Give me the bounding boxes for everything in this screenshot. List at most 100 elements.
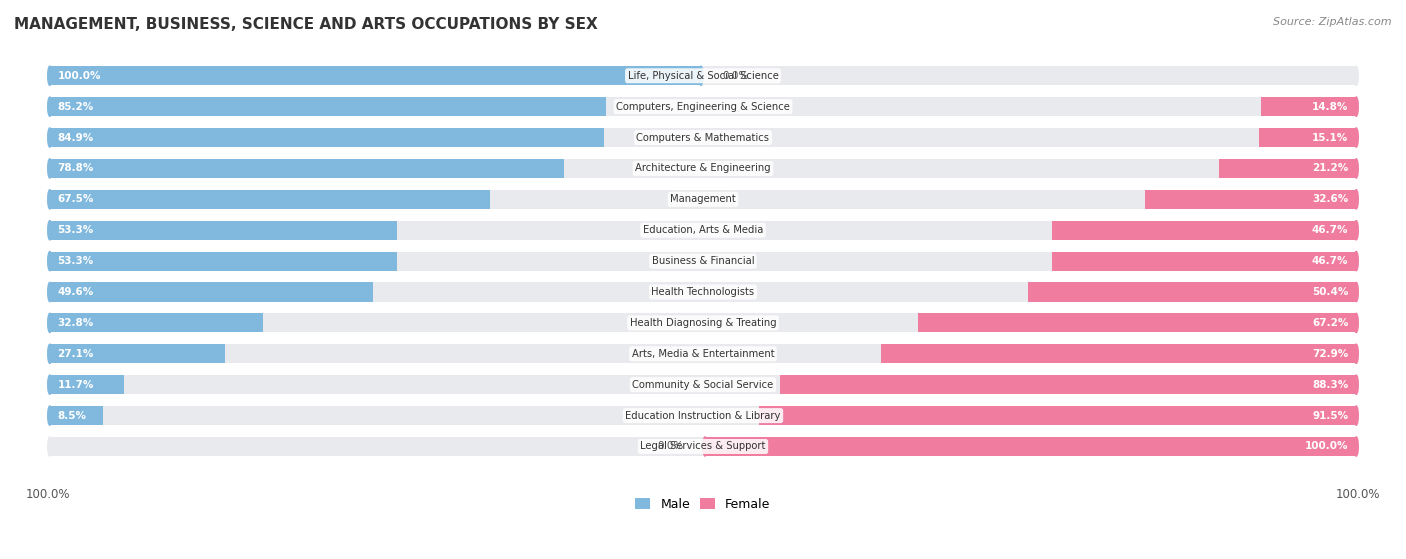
- Circle shape: [48, 375, 52, 394]
- Text: 21.2%: 21.2%: [1312, 163, 1348, 173]
- Text: 46.7%: 46.7%: [1312, 256, 1348, 266]
- FancyBboxPatch shape: [49, 190, 1357, 209]
- FancyBboxPatch shape: [49, 221, 396, 240]
- FancyBboxPatch shape: [49, 159, 1357, 178]
- Circle shape: [1354, 375, 1358, 394]
- Text: 67.5%: 67.5%: [58, 195, 94, 205]
- Circle shape: [48, 344, 52, 363]
- FancyBboxPatch shape: [1028, 282, 1357, 302]
- Circle shape: [48, 97, 52, 116]
- Text: Management: Management: [671, 195, 735, 205]
- Text: 0.0%: 0.0%: [657, 442, 683, 452]
- Circle shape: [1354, 66, 1358, 86]
- Circle shape: [1354, 437, 1358, 456]
- Text: 91.5%: 91.5%: [1312, 411, 1348, 420]
- FancyBboxPatch shape: [49, 221, 1357, 240]
- Circle shape: [1354, 128, 1358, 147]
- FancyBboxPatch shape: [1144, 190, 1357, 209]
- Text: Computers, Engineering & Science: Computers, Engineering & Science: [616, 102, 790, 112]
- Text: 53.3%: 53.3%: [58, 225, 94, 235]
- Circle shape: [48, 252, 52, 271]
- FancyBboxPatch shape: [1260, 128, 1357, 147]
- Circle shape: [48, 375, 52, 394]
- Circle shape: [1354, 406, 1358, 425]
- FancyBboxPatch shape: [49, 314, 263, 333]
- Circle shape: [1354, 190, 1358, 209]
- Text: 100.0%: 100.0%: [58, 71, 101, 80]
- FancyBboxPatch shape: [704, 437, 1357, 456]
- FancyBboxPatch shape: [49, 97, 606, 116]
- FancyBboxPatch shape: [49, 344, 225, 363]
- FancyBboxPatch shape: [1052, 221, 1357, 240]
- Circle shape: [1354, 252, 1358, 271]
- Circle shape: [1354, 97, 1358, 116]
- Text: 100.0%: 100.0%: [1305, 442, 1348, 452]
- FancyBboxPatch shape: [49, 437, 1357, 456]
- Circle shape: [48, 406, 52, 425]
- Circle shape: [48, 221, 52, 240]
- Circle shape: [48, 406, 52, 425]
- Circle shape: [1354, 221, 1358, 240]
- Circle shape: [703, 437, 707, 456]
- FancyBboxPatch shape: [49, 159, 564, 178]
- Text: Legal Services & Support: Legal Services & Support: [640, 442, 766, 452]
- FancyBboxPatch shape: [780, 375, 1357, 394]
- Circle shape: [1354, 344, 1358, 363]
- Text: Architecture & Engineering: Architecture & Engineering: [636, 163, 770, 173]
- FancyBboxPatch shape: [49, 97, 1357, 116]
- FancyBboxPatch shape: [49, 344, 1357, 363]
- Text: 53.3%: 53.3%: [58, 256, 94, 266]
- Text: 49.6%: 49.6%: [58, 287, 94, 297]
- Circle shape: [1354, 190, 1358, 209]
- FancyBboxPatch shape: [49, 128, 1357, 147]
- Circle shape: [48, 344, 52, 363]
- Circle shape: [48, 128, 52, 147]
- Circle shape: [48, 190, 52, 209]
- Text: 14.8%: 14.8%: [1312, 102, 1348, 112]
- FancyBboxPatch shape: [49, 66, 1357, 86]
- Text: 27.1%: 27.1%: [58, 349, 94, 359]
- Circle shape: [48, 97, 52, 116]
- FancyBboxPatch shape: [49, 282, 373, 302]
- Text: Health Technologists: Health Technologists: [651, 287, 755, 297]
- Circle shape: [1354, 314, 1358, 333]
- Circle shape: [1354, 406, 1358, 425]
- Circle shape: [1354, 221, 1358, 240]
- Circle shape: [1354, 282, 1358, 302]
- Circle shape: [48, 66, 52, 86]
- Circle shape: [1354, 97, 1358, 116]
- FancyBboxPatch shape: [49, 252, 1357, 271]
- Text: 78.8%: 78.8%: [58, 163, 94, 173]
- FancyBboxPatch shape: [49, 406, 1357, 425]
- Text: 50.4%: 50.4%: [1312, 287, 1348, 297]
- Circle shape: [1354, 159, 1358, 178]
- Circle shape: [48, 314, 52, 333]
- FancyBboxPatch shape: [49, 375, 1357, 394]
- Text: Education, Arts & Media: Education, Arts & Media: [643, 225, 763, 235]
- FancyBboxPatch shape: [49, 66, 702, 86]
- Circle shape: [1354, 314, 1358, 333]
- Circle shape: [1354, 252, 1358, 271]
- Circle shape: [48, 252, 52, 271]
- Text: Computers & Mathematics: Computers & Mathematics: [637, 132, 769, 143]
- Text: 72.9%: 72.9%: [1312, 349, 1348, 359]
- Circle shape: [1354, 437, 1358, 456]
- Text: 67.2%: 67.2%: [1312, 318, 1348, 328]
- FancyBboxPatch shape: [880, 344, 1357, 363]
- FancyBboxPatch shape: [49, 375, 124, 394]
- Text: Life, Physical & Social Science: Life, Physical & Social Science: [627, 71, 779, 80]
- FancyBboxPatch shape: [49, 282, 1357, 302]
- FancyBboxPatch shape: [1052, 252, 1357, 271]
- FancyBboxPatch shape: [918, 314, 1357, 333]
- Circle shape: [1354, 128, 1358, 147]
- FancyBboxPatch shape: [49, 190, 491, 209]
- Text: 88.3%: 88.3%: [1312, 380, 1348, 390]
- Text: Arts, Media & Entertainment: Arts, Media & Entertainment: [631, 349, 775, 359]
- FancyBboxPatch shape: [1219, 159, 1357, 178]
- Text: Education Instruction & Library: Education Instruction & Library: [626, 411, 780, 420]
- Circle shape: [48, 159, 52, 178]
- Circle shape: [1354, 159, 1358, 178]
- Circle shape: [48, 282, 52, 302]
- Text: Health Diagnosing & Treating: Health Diagnosing & Treating: [630, 318, 776, 328]
- Circle shape: [1354, 282, 1358, 302]
